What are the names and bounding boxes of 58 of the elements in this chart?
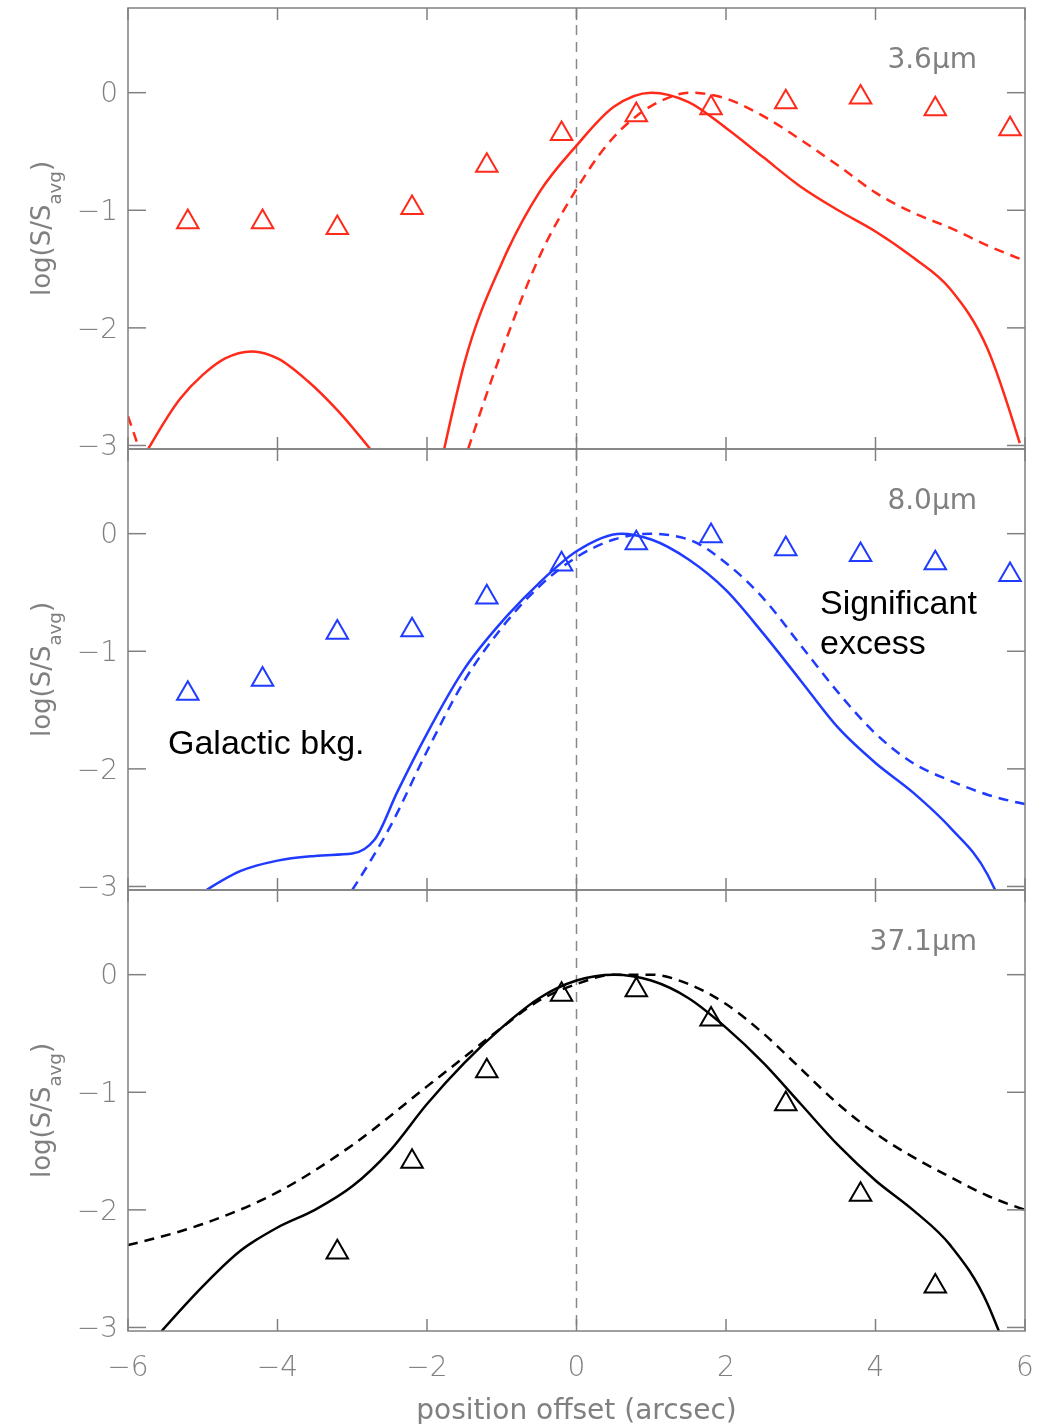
point <box>699 94 723 116</box>
point <box>475 1057 499 1079</box>
point <box>624 976 649 998</box>
y-tick-label: −1 <box>76 194 118 228</box>
point <box>923 549 948 571</box>
y-tick-label: −2 <box>76 1193 118 1227</box>
point <box>624 101 649 123</box>
point <box>325 619 350 640</box>
point <box>998 115 1022 137</box>
point <box>774 1090 798 1112</box>
point <box>250 666 275 687</box>
point <box>774 88 798 110</box>
x-tick-label: 4 <box>866 1350 885 1383</box>
y-tick-label: −3 <box>76 429 118 463</box>
point <box>699 522 723 544</box>
text: 37.1μm <box>869 924 977 957</box>
x-tick-label: −2 <box>406 1350 448 1383</box>
point <box>774 535 798 557</box>
y-tick-label: −3 <box>76 870 118 904</box>
y-tick-label: −1 <box>76 635 118 669</box>
point <box>923 95 948 117</box>
y-tick-label: 0 <box>100 517 118 551</box>
y-tick-label: −1 <box>76 1076 118 1110</box>
annotation: Significant excess <box>820 583 978 661</box>
y-tick-label: −2 <box>76 311 118 345</box>
x-axis-title: position offset (arcsec) <box>416 1393 737 1424</box>
point <box>549 120 574 142</box>
text: 3.6μm <box>887 42 977 75</box>
point <box>400 616 424 638</box>
point <box>325 1238 350 1260</box>
point <box>475 583 499 605</box>
point <box>176 208 200 230</box>
x-tick-label: 2 <box>717 1350 735 1383</box>
point <box>325 214 350 236</box>
point <box>475 152 499 173</box>
point <box>998 561 1022 583</box>
point <box>549 981 574 1002</box>
point <box>549 550 574 572</box>
y-tick-label: −3 <box>76 1311 118 1345</box>
point <box>400 194 424 216</box>
x-tick-label: −6 <box>107 1350 149 1383</box>
x-tick-label: 6 <box>1016 1350 1034 1383</box>
point <box>848 541 873 563</box>
point <box>250 208 275 230</box>
point <box>699 1005 723 1027</box>
point <box>624 529 649 551</box>
y-tick-label: −2 <box>76 752 118 786</box>
x-tick-label: −4 <box>256 1350 299 1383</box>
point <box>400 1148 424 1169</box>
point <box>923 1272 948 1294</box>
x-tick-label: 0 <box>567 1350 586 1383</box>
point <box>176 680 200 701</box>
y-tick-label: 0 <box>100 958 118 992</box>
annotation: Galactic bkg. <box>168 723 365 761</box>
text: 8.0μm <box>887 483 977 516</box>
point <box>848 83 873 105</box>
y-tick-label: 0 <box>100 76 118 110</box>
point <box>848 1181 873 1202</box>
